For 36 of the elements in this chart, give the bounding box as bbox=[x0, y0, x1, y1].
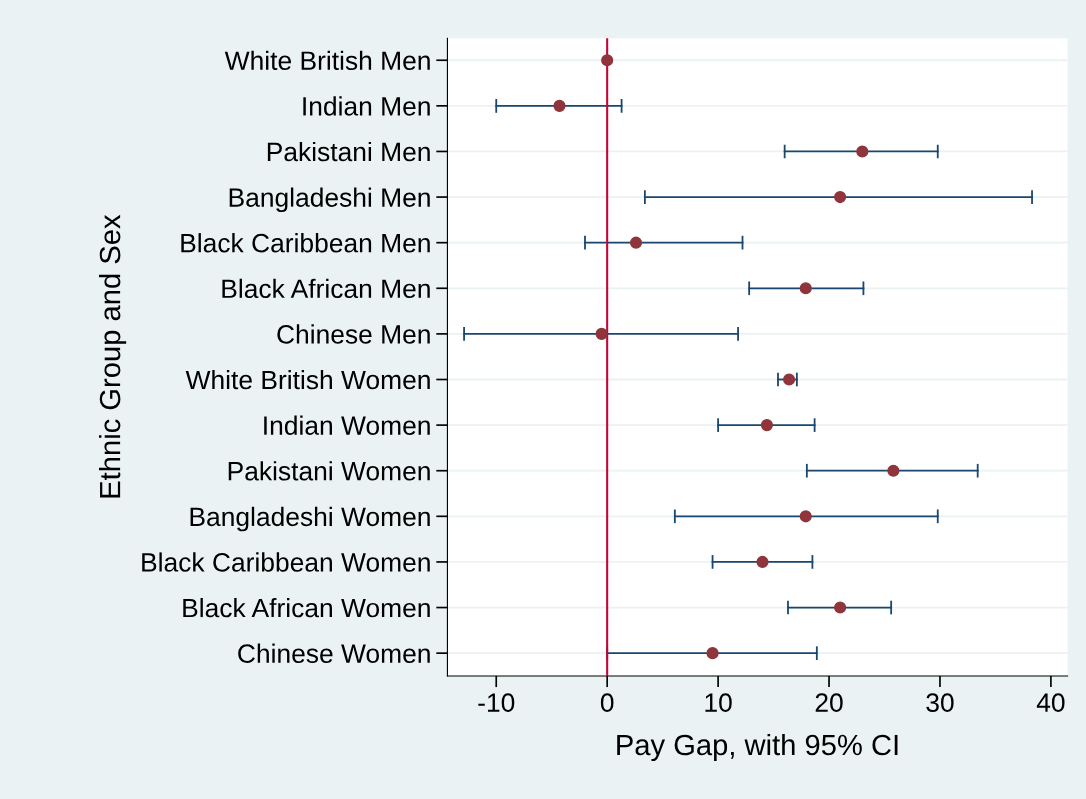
y-tick-label: Bangladeshi Women bbox=[190, 506, 430, 532]
y-tick-label: Black Caribbean Women bbox=[142, 552, 430, 572]
x-tick-label: 0 bbox=[600, 693, 614, 712]
y-tick-label: Bangladeshi Men bbox=[229, 187, 430, 213]
y-axis-title: Ethnic Group and Sex bbox=[98, 214, 127, 498]
y-tick-label: Black African Men bbox=[222, 278, 430, 299]
point bbox=[783, 373, 796, 386]
point bbox=[756, 555, 769, 569]
x-axis-title: Pay Gap, with 95% CI bbox=[617, 733, 898, 762]
point bbox=[595, 327, 608, 340]
point bbox=[760, 419, 773, 432]
point bbox=[799, 282, 812, 295]
point bbox=[706, 647, 719, 660]
y-tick-label: White British Men bbox=[224, 50, 430, 71]
point bbox=[601, 54, 614, 67]
point bbox=[553, 99, 566, 112]
y-tick-label: Pakistani Women bbox=[228, 461, 430, 481]
x-tick-label: 10 bbox=[705, 693, 732, 712]
y-tick-label: Pakistani Men bbox=[267, 141, 430, 162]
point bbox=[834, 190, 847, 204]
point bbox=[834, 601, 847, 614]
x-tick-label: 30 bbox=[926, 693, 954, 712]
y-tick-label: White British Women bbox=[185, 369, 430, 390]
point bbox=[629, 236, 643, 249]
point bbox=[887, 464, 900, 477]
x-tick-label: -10 bbox=[478, 693, 515, 712]
y-tick-label: Black Caribbean Men bbox=[181, 233, 430, 253]
y-tick-label: Indian Women bbox=[264, 415, 430, 435]
x-tick-label: 20 bbox=[815, 693, 843, 712]
y-tick-label: Chinese Men bbox=[277, 324, 430, 344]
point bbox=[856, 145, 869, 158]
y-tick-label: Indian Men bbox=[303, 96, 430, 116]
x-tick-label: 40 bbox=[1036, 693, 1065, 712]
y-tick-label: Black African Women bbox=[183, 597, 430, 618]
y-tick-label: Chinese Women bbox=[238, 643, 430, 663]
point bbox=[799, 510, 812, 523]
